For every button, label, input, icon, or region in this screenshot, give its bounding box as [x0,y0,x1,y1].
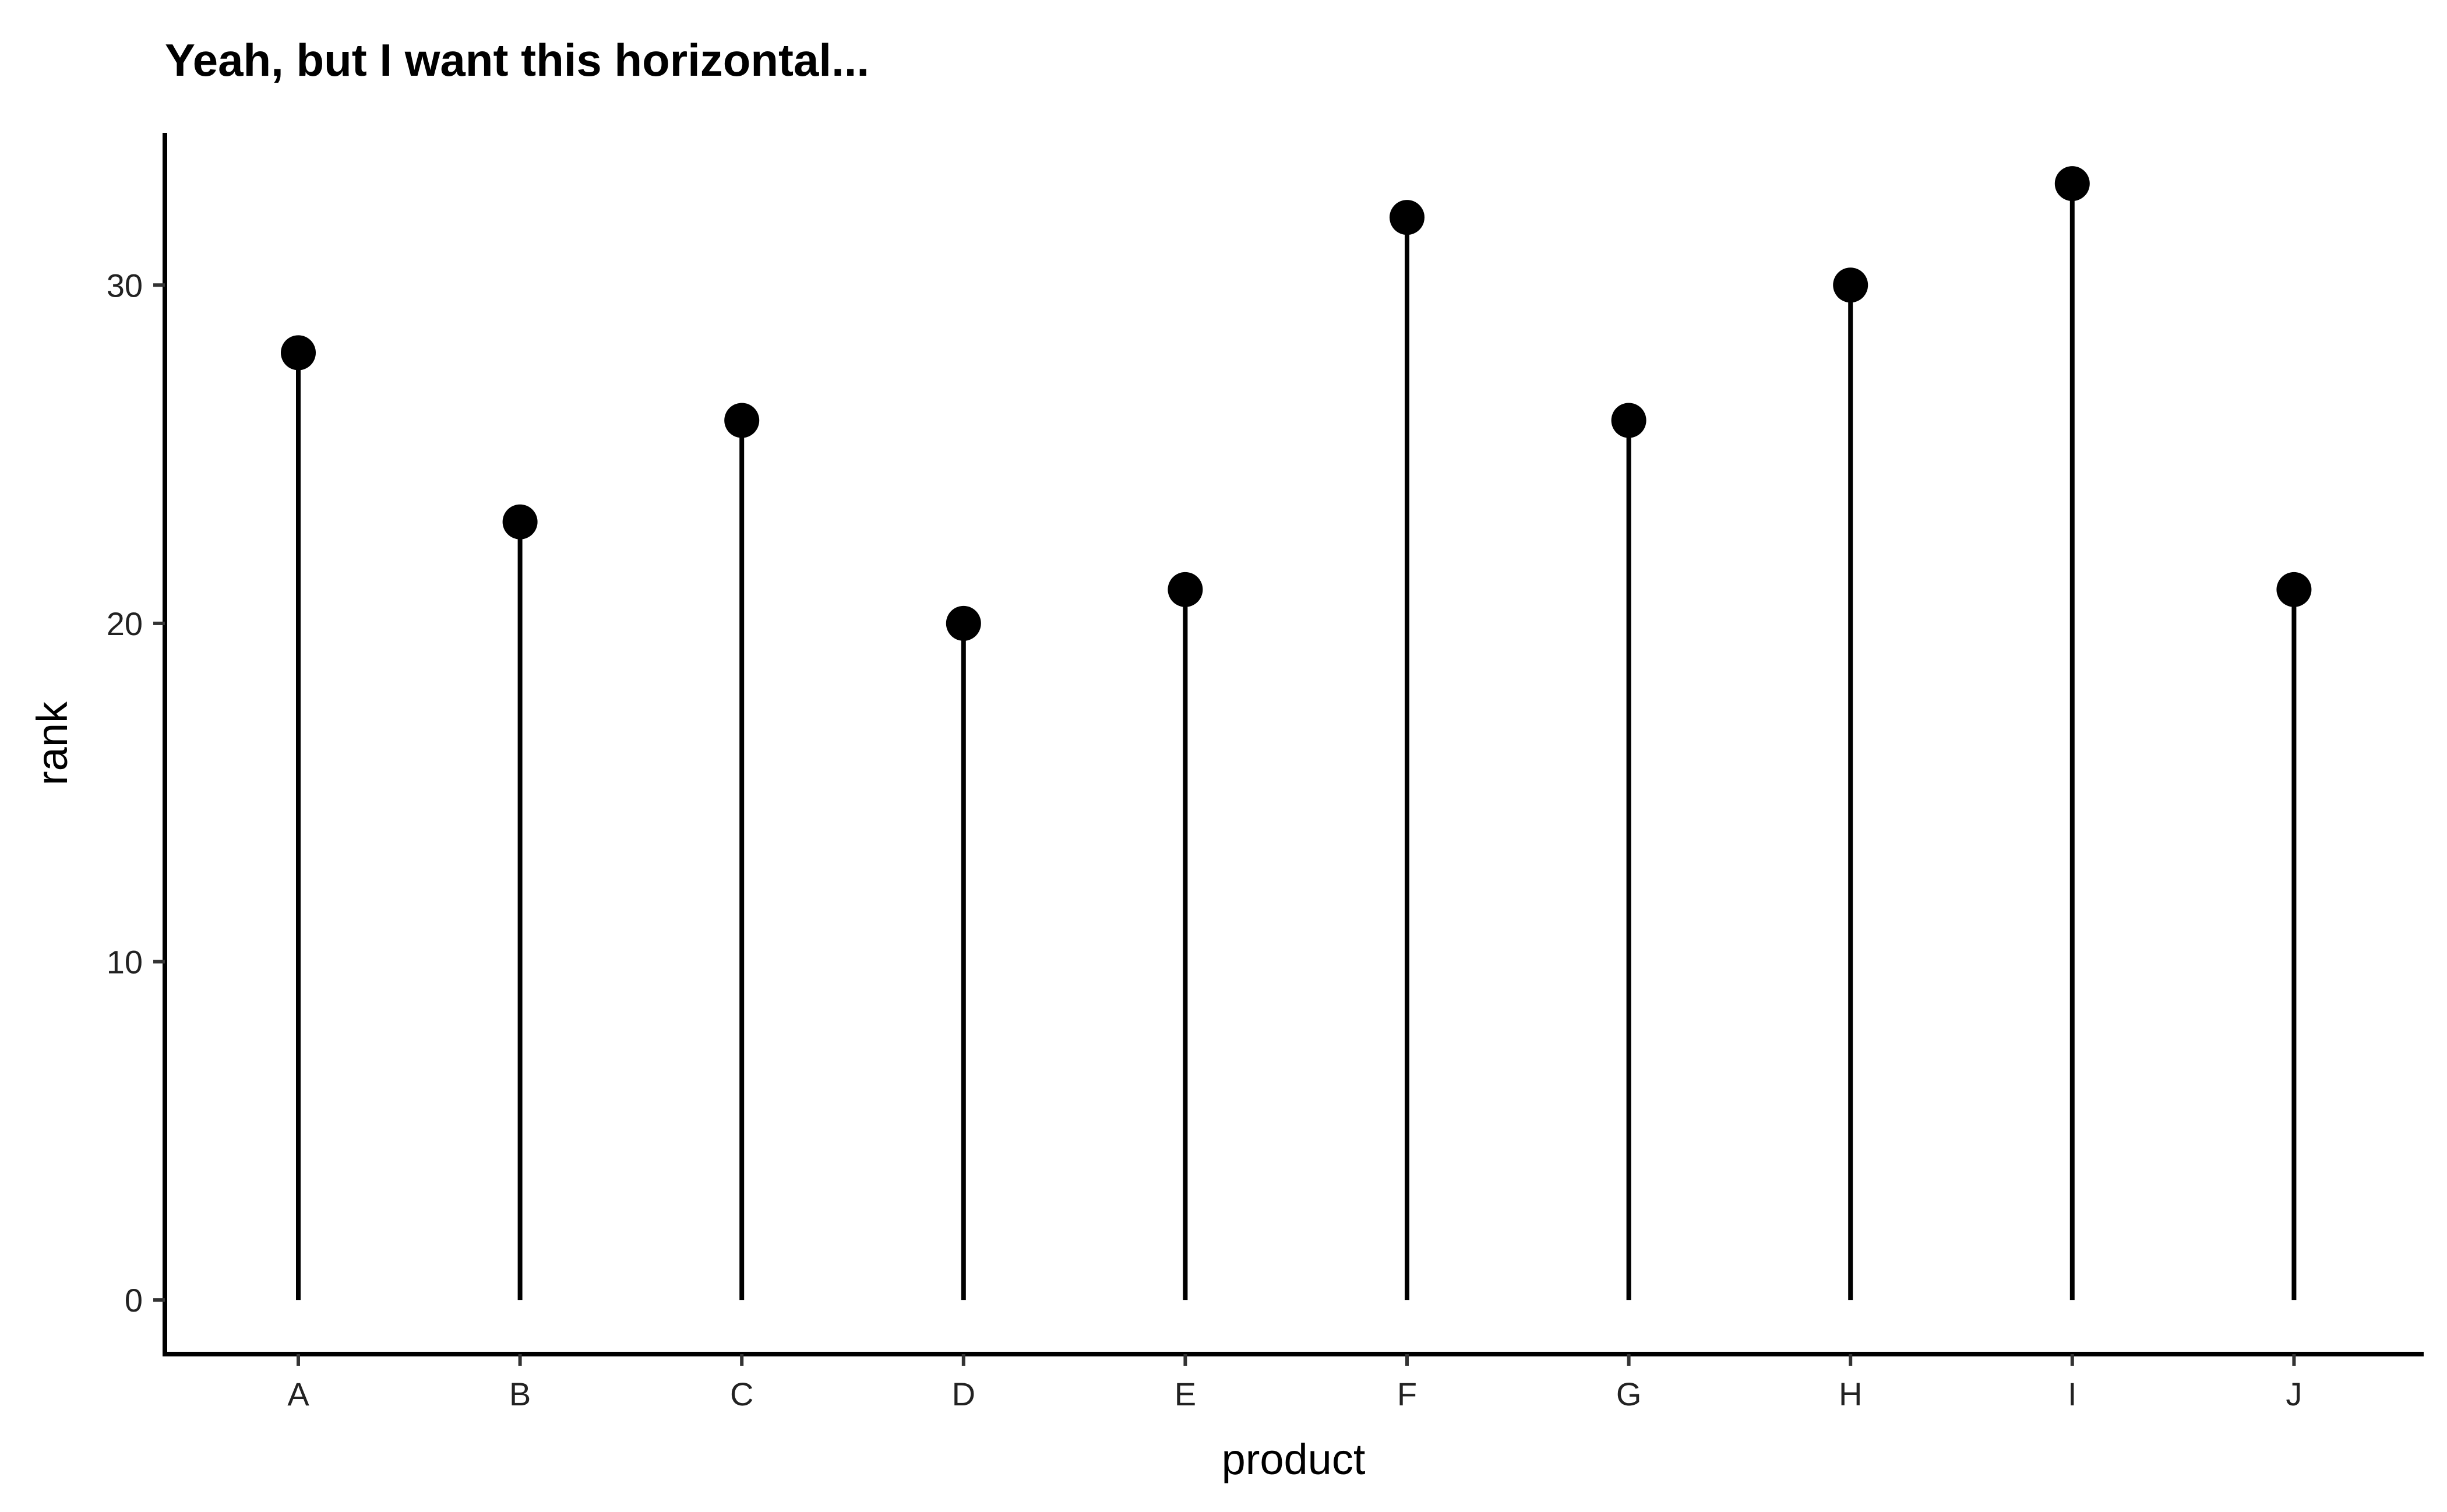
point-C [724,403,760,438]
x-tick-label-A: A [287,1376,309,1412]
point-F [1390,200,1425,235]
y-tick-label-30: 30 [107,267,143,304]
x-tick-label-J: J [2286,1376,2302,1412]
x-ticks-group: A B C D E F G H I J [287,1354,2302,1412]
y-tick-label-20: 20 [107,605,143,642]
y-tick-label-0: 0 [125,1282,143,1319]
points-group [281,166,2312,641]
x-tick-label-D: D [952,1376,975,1412]
y-axis-label: rank [28,701,76,785]
x-tick-label-H: H [1839,1376,1862,1412]
point-J [2276,572,2312,607]
x-tick-label-E: E [1175,1376,1196,1412]
point-G [1611,403,1646,438]
point-A [281,335,316,371]
chart-title: Yeah, but I want this horizontal... [165,34,869,86]
x-tick-label-F: F [1397,1376,1417,1412]
y-tick-label-10: 10 [107,943,143,980]
point-B [502,504,538,540]
x-tick-label-C: C [730,1376,753,1412]
stems-group [296,184,2297,1300]
point-D [946,605,981,641]
x-tick-label-B: B [509,1376,531,1412]
x-tick-label-I: I [2068,1376,2077,1412]
x-tick-label-G: G [1616,1376,1642,1412]
x-axis-label: product [1222,1435,1366,1483]
point-H [1833,267,1868,303]
point-E [1168,572,1203,607]
point-I [2054,166,2090,202]
y-ticks-group: 0 10 20 30 [107,267,165,1319]
